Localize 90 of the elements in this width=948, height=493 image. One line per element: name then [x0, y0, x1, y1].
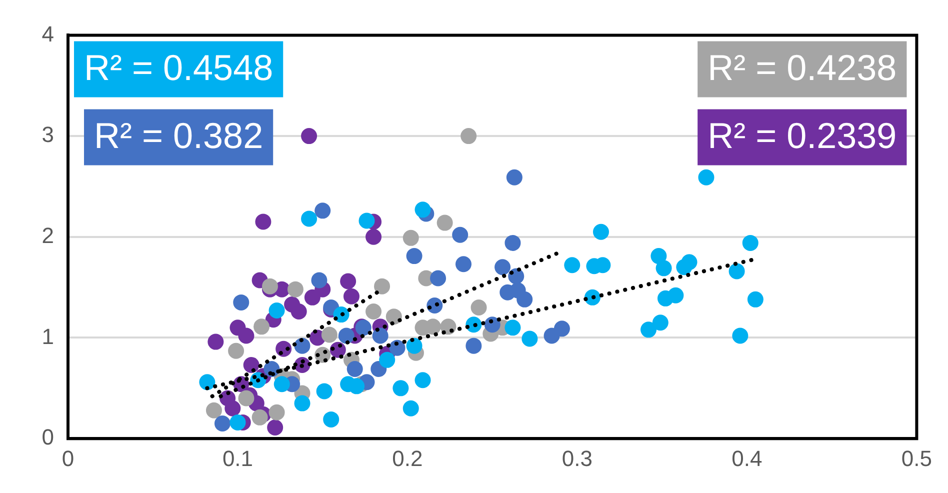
point	[652, 314, 668, 331]
x-tick-label: 0.4	[732, 446, 762, 471]
point	[287, 281, 304, 298]
point	[656, 260, 672, 276]
point	[564, 257, 580, 274]
point	[243, 356, 260, 373]
point	[592, 224, 609, 240]
point	[402, 400, 419, 416]
point	[238, 328, 254, 344]
point	[452, 226, 468, 243]
point	[698, 169, 714, 186]
point	[460, 128, 477, 144]
point	[668, 287, 684, 304]
point	[389, 340, 406, 356]
point	[343, 288, 360, 304]
point	[262, 278, 278, 294]
annotation: R² = 0.4238	[708, 47, 897, 88]
annotation: R² = 0.2339	[708, 115, 897, 156]
point	[255, 214, 272, 230]
y-tick-label: 1	[42, 324, 54, 349]
y-tick-label: 4	[42, 21, 54, 46]
point	[406, 248, 422, 264]
point	[366, 228, 382, 245]
point	[522, 330, 538, 347]
point	[301, 128, 318, 144]
point	[340, 273, 356, 290]
point	[681, 254, 698, 270]
point	[230, 414, 246, 430]
point	[316, 383, 332, 400]
point	[346, 361, 363, 378]
point	[379, 352, 396, 368]
annotation: R² = 0.4548	[84, 47, 274, 88]
point	[747, 291, 764, 308]
point	[294, 395, 310, 412]
point	[406, 338, 422, 354]
point	[252, 409, 268, 426]
y-tick-label: 0	[42, 424, 54, 450]
point	[516, 291, 533, 308]
point	[301, 210, 318, 227]
x-tick-label: 0.2	[392, 446, 423, 471]
point	[208, 334, 224, 350]
point	[436, 214, 453, 231]
point	[732, 328, 748, 344]
point	[268, 404, 285, 420]
x-tick-label: 0.5	[901, 446, 932, 471]
y-tick-label: 3	[42, 122, 54, 148]
point	[494, 259, 511, 276]
point	[640, 322, 657, 338]
point	[742, 234, 758, 251]
point	[504, 320, 521, 336]
point	[728, 263, 745, 280]
point	[274, 376, 290, 392]
point	[206, 402, 222, 418]
x-tick-label: 0.1	[222, 446, 254, 471]
annotation: R² = 0.382	[94, 115, 264, 156]
point	[290, 304, 307, 320]
point	[414, 372, 431, 388]
point	[414, 202, 431, 218]
point	[402, 230, 419, 246]
x-tick-label: 0.3	[562, 446, 593, 471]
point	[228, 342, 244, 359]
y-tick-label: 2	[42, 222, 54, 248]
point	[304, 289, 320, 306]
point	[314, 202, 331, 219]
point	[233, 294, 250, 310]
point	[348, 378, 365, 394]
point	[311, 272, 328, 288]
point	[358, 212, 375, 229]
point	[466, 338, 482, 354]
point	[267, 420, 284, 436]
point	[392, 380, 409, 396]
point	[199, 374, 216, 390]
point	[506, 169, 522, 186]
point	[321, 326, 338, 343]
point	[338, 328, 354, 344]
x-tick-label: 0	[62, 446, 74, 471]
point	[374, 278, 390, 294]
point	[504, 234, 521, 251]
point	[554, 320, 570, 337]
point	[214, 415, 230, 432]
point	[372, 328, 388, 344]
point	[268, 302, 285, 319]
point	[650, 248, 667, 264]
point	[323, 411, 340, 428]
point	[470, 299, 487, 316]
point	[430, 270, 446, 286]
point	[254, 318, 270, 335]
point	[366, 304, 382, 320]
point	[456, 256, 472, 272]
point	[238, 390, 254, 406]
